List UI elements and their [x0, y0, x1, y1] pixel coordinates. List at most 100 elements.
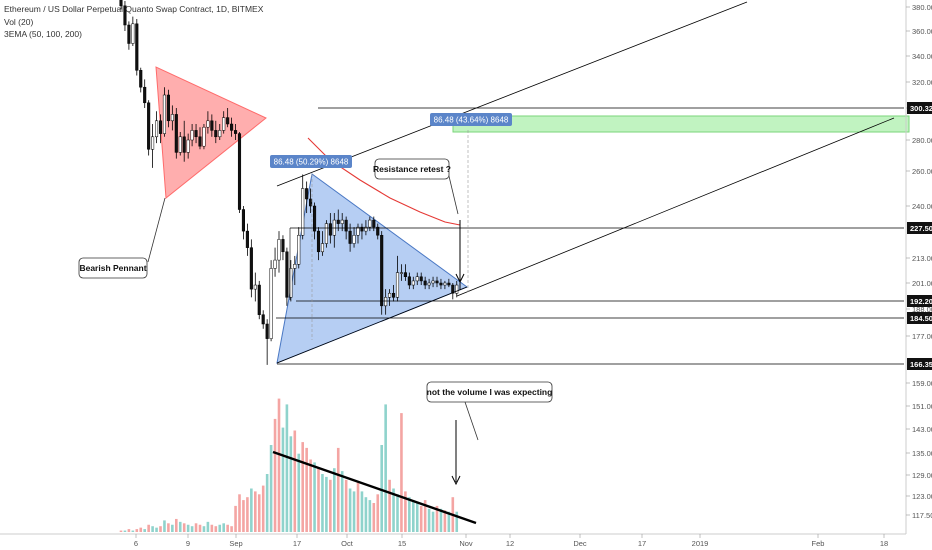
candle-body [427, 282, 431, 286]
volume-bar [269, 445, 273, 532]
candle-body [170, 114, 174, 122]
candle-body [257, 284, 261, 315]
candle-body [309, 198, 313, 207]
callout-box [374, 158, 450, 180]
volume-bar [194, 523, 198, 532]
volume-bar [455, 511, 459, 532]
price-level-label: 166.35 [910, 360, 932, 369]
volume-bar [412, 500, 415, 532]
volume-bar [356, 482, 360, 532]
volume-bar [159, 526, 162, 532]
volume-bar [206, 521, 210, 532]
candle-body [328, 223, 332, 236]
time-tick-label: Oct [341, 539, 354, 548]
candle-body [277, 239, 281, 261]
volume-bar [250, 488, 253, 532]
volume-bar [277, 398, 281, 532]
candle-body [455, 284, 459, 294]
candle-body [344, 219, 348, 232]
candle-body [324, 223, 328, 244]
candle-body [178, 136, 182, 153]
volume-bar [210, 524, 214, 532]
candle-body [186, 139, 190, 153]
volume-bar [289, 436, 293, 532]
price-level-label: 300.32 [910, 104, 932, 113]
candle-body [443, 282, 447, 286]
candle-body [273, 259, 277, 269]
time-tick-label: 17 [293, 539, 301, 548]
volume-bar [309, 459, 312, 532]
volume-bar [297, 453, 301, 532]
price-tick-label: 129.00 [912, 471, 932, 480]
price-tick-label: 177.00 [912, 332, 932, 341]
time-tick-label: 18 [880, 539, 888, 548]
volume-bar [131, 530, 135, 532]
candle-body [336, 219, 340, 224]
volume-bar [305, 447, 308, 532]
volume-bar [336, 447, 340, 532]
measure-text: 86.48 (50.29%) 8648 [274, 158, 349, 167]
candle-body [198, 136, 202, 147]
volume-bar [186, 524, 190, 532]
volume-bar [340, 471, 344, 532]
volume-bar [427, 508, 431, 532]
candle-body [155, 120, 159, 138]
volume-bar [396, 494, 399, 532]
chart-legend: Ethereum / US Dollar Perpetual Quanto Sw… [4, 3, 263, 41]
candle-body [403, 272, 407, 278]
candle-body [407, 276, 411, 286]
price-level-label: 192.20 [910, 297, 932, 306]
candle-body [119, 0, 123, 7]
time-tick-label: Nov [459, 539, 473, 548]
price-tick-label: 159.00 [912, 379, 932, 388]
price-tick-label: 213.00 [912, 254, 932, 263]
candle-body [269, 268, 273, 339]
volume-bar [325, 476, 328, 532]
time-tick-label: 17 [638, 539, 646, 548]
price-tick-label: 260.00 [912, 167, 932, 176]
candle-body [249, 247, 253, 290]
volume-bar [329, 479, 332, 532]
volume-bar [360, 491, 364, 532]
candle-body [419, 276, 423, 282]
volume-bar [408, 497, 411, 532]
candle-body [399, 272, 403, 274]
time-tick-label: 2019 [692, 539, 709, 548]
volume-bar [135, 529, 139, 532]
volume-bar [119, 530, 123, 532]
volume-bar [182, 523, 186, 532]
price-tick-label: 151.00 [912, 402, 932, 411]
candle-body [313, 205, 317, 232]
volume-bar [368, 500, 372, 532]
upper-channel-line [276, 1, 748, 187]
candle-body [281, 239, 285, 253]
candle-body [158, 120, 163, 134]
candle-body [241, 209, 245, 232]
candle-body [340, 219, 344, 224]
volume-bar [167, 523, 170, 532]
candle-body [431, 280, 435, 284]
callout-box [426, 381, 553, 403]
price-tick-label: 280.00 [912, 136, 932, 145]
candle-body [301, 188, 305, 236]
candle-body [135, 23, 139, 71]
candle-body [218, 130, 222, 138]
volume-bar [214, 526, 218, 532]
candle-body [439, 282, 443, 286]
candle-body [127, 24, 131, 44]
volume-bar [404, 491, 407, 532]
volume-bar [419, 505, 423, 532]
volume-bar [364, 497, 368, 532]
volume-bar [143, 529, 146, 532]
price-level-label: 184.50 [910, 314, 932, 323]
price-tick-label: 135.00 [912, 449, 932, 458]
volume-bar [293, 430, 297, 532]
price-tick-label: 340.00 [912, 52, 932, 61]
volume-bar [301, 442, 304, 532]
measure-label-2: 86.48 (43.64%) 8648 [430, 113, 512, 126]
price-level-marker [907, 358, 932, 370]
time-tick-label: 12 [506, 539, 514, 548]
candle-body [174, 114, 178, 153]
volume-bar [313, 462, 316, 532]
